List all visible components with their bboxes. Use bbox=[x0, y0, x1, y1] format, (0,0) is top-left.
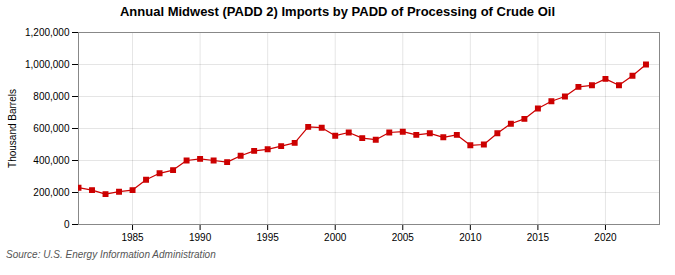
svg-text:1985: 1985 bbox=[121, 232, 144, 243]
svg-text:2005: 2005 bbox=[392, 232, 415, 243]
svg-text:Thousand Barrels: Thousand Barrels bbox=[7, 89, 18, 168]
svg-text:1,000,000: 1,000,000 bbox=[25, 59, 70, 70]
svg-text:1995: 1995 bbox=[257, 232, 280, 243]
svg-text:2010: 2010 bbox=[459, 232, 482, 243]
svg-text:200,000: 200,000 bbox=[33, 187, 70, 198]
svg-text:2020: 2020 bbox=[594, 232, 617, 243]
html-text:Annual Midwest (PADD 2) Import: Annual Midwest (PADD 2) Imports by PADD … bbox=[120, 4, 555, 19]
svg-text:1990: 1990 bbox=[189, 232, 212, 243]
svg-text:400,000: 400,000 bbox=[33, 155, 70, 166]
svg-text:600,000: 600,000 bbox=[33, 123, 70, 134]
svg-text:2015: 2015 bbox=[527, 232, 550, 243]
svg-text:800,000: 800,000 bbox=[33, 91, 70, 102]
svg-text:1,200,000: 1,200,000 bbox=[25, 27, 70, 38]
svg-text:2000: 2000 bbox=[324, 232, 347, 243]
html-text:Source: U.S. Energy Informatio: Source: U.S. Energy Information Administ… bbox=[6, 249, 216, 260]
svg-text:0: 0 bbox=[64, 219, 70, 230]
